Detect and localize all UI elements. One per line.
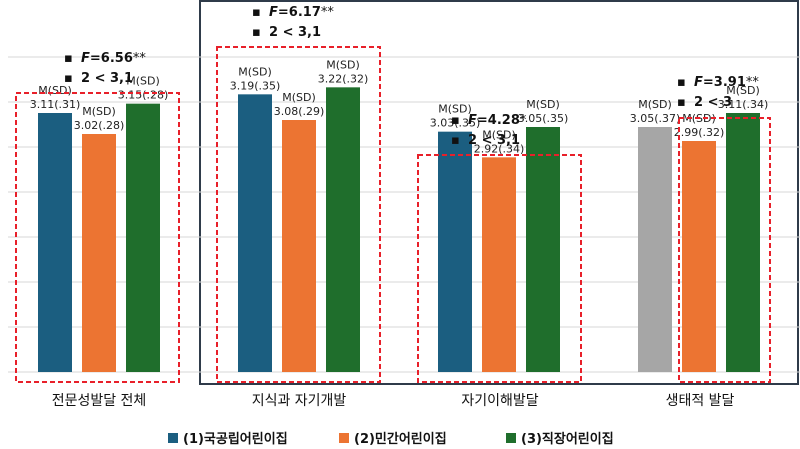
bar-value-label-3-0: 3.05(.37) xyxy=(630,112,681,125)
stat-bullet-f-1: ▪ xyxy=(252,5,261,20)
bar-label-prefix-1-2: M(SD) xyxy=(326,58,360,71)
category-label-0: 전문성발달 전체 xyxy=(52,393,147,409)
bar-1-1 xyxy=(282,120,316,372)
post-hoc-3: 2 < 3 xyxy=(694,95,732,110)
bar-value-label-2-0: 3.03(.35) xyxy=(430,117,481,130)
bar-value-label-2-2: 3.05(.35) xyxy=(518,112,569,125)
bar-3-1 xyxy=(682,141,716,372)
bar-value-label-2-1: 2.92(.34) xyxy=(474,142,525,155)
legend-swatch-0 xyxy=(168,433,178,443)
highlight-box-1 xyxy=(216,46,381,383)
bar-value-label-0-0: 3.11(.31) xyxy=(30,98,81,111)
bar-value-label-3-1: 2.99(.32) xyxy=(674,126,725,139)
bar-2-2 xyxy=(526,127,560,372)
bar-2-0 xyxy=(438,131,472,372)
f-statistic-2: F=4.28* xyxy=(468,113,527,128)
legend-label-1: (2)민간어린이집 xyxy=(354,431,447,447)
bar-value-label-1-0: 3.19(.35) xyxy=(230,79,281,92)
bar-1-0 xyxy=(238,94,272,372)
bar-label-prefix-0-1: M(SD) xyxy=(82,105,116,118)
stat-bullet-posthoc-0: ▪ xyxy=(64,71,73,86)
bar-1-2 xyxy=(326,87,360,372)
bar-label-prefix-2-0: M(SD) xyxy=(438,103,472,116)
bar-value-label-0-2: 3.15(.28) xyxy=(118,89,169,102)
bar-value-label-1-2: 3.22(.32) xyxy=(318,72,369,85)
stat-bullet-f-3: ▪ xyxy=(677,75,686,90)
post-hoc-1: 2 < 3,1 xyxy=(269,25,321,40)
bar-value-label-3-2: 3.11(.34) xyxy=(718,98,769,111)
bar-label-prefix-2-2: M(SD) xyxy=(526,98,560,111)
bar-0-1 xyxy=(82,134,116,372)
stat-bullet-f-0: ▪ xyxy=(64,51,73,66)
post-hoc-2: 2 < 3,1 xyxy=(468,133,520,148)
highlight-box-3 xyxy=(678,117,771,383)
bar-2-1 xyxy=(482,157,516,372)
category-label-1: 지식과 자기개발 xyxy=(252,393,347,409)
post-hoc-0: 2 < 3,1 xyxy=(81,71,133,86)
bar-3-2 xyxy=(726,113,760,372)
bar-value-label-1-1: 3.08(.29) xyxy=(274,105,325,118)
bar-label-prefix-1-1: M(SD) xyxy=(282,91,316,104)
bar-value-label-0-1: 3.02(.28) xyxy=(74,119,125,132)
legend-label-0: (1)국공립어린이집 xyxy=(183,431,288,447)
highlight-box-0 xyxy=(15,92,180,383)
bar-label-prefix-3-0: M(SD) xyxy=(638,98,672,111)
bar-3-0 xyxy=(638,127,672,372)
bar-0-0 xyxy=(38,113,72,372)
bar-0-2 xyxy=(126,103,160,373)
f-statistic-0: F=6.56** xyxy=(81,51,146,66)
f-statistic-3: F=3.91** xyxy=(694,75,759,90)
highlight-box-2 xyxy=(417,154,582,383)
stat-bullet-posthoc-1: ▪ xyxy=(252,25,261,40)
stat-bullet-posthoc-2: ▪ xyxy=(451,133,460,148)
bar-label-prefix-0-0: M(SD) xyxy=(38,84,72,97)
bar-label-prefix-2-1: M(SD) xyxy=(482,128,516,141)
legend-label-2: (3)직장어린이집 xyxy=(521,431,614,447)
stat-bullet-posthoc-3: ▪ xyxy=(677,95,686,110)
category-label-3: 생태적 발달 xyxy=(666,393,735,409)
category-label-2: 자기이해발달 xyxy=(461,393,538,409)
legend-swatch-1 xyxy=(339,433,349,443)
bar-label-prefix-1-0: M(SD) xyxy=(238,65,272,78)
stat-bullet-f-2: ▪ xyxy=(451,113,460,128)
f-statistic-1: F=6.17** xyxy=(269,5,334,20)
bar-label-prefix-3-2: M(SD) xyxy=(726,84,760,97)
legend-swatch-2 xyxy=(506,433,516,443)
bar-label-prefix-0-2: M(SD) xyxy=(126,75,160,88)
